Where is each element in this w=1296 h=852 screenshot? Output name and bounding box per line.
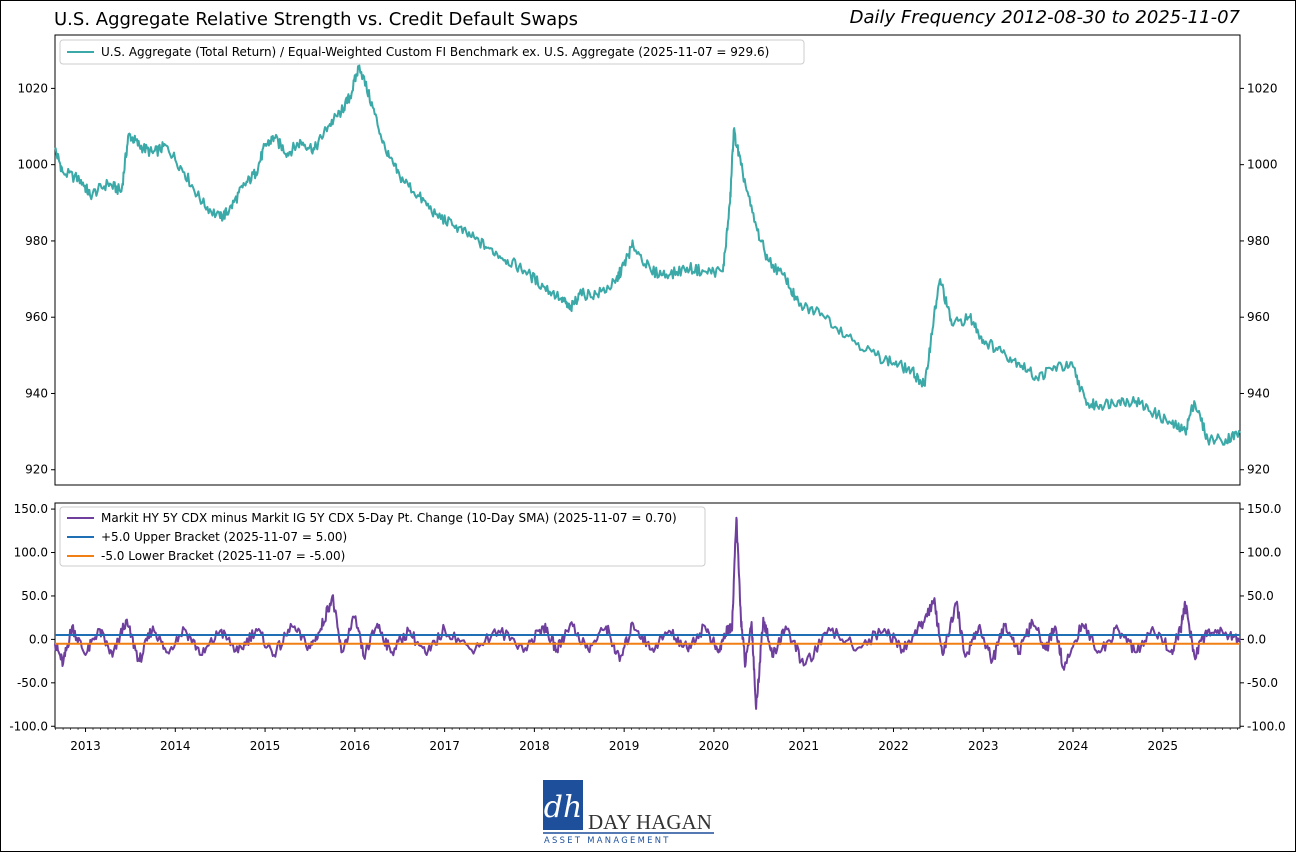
top-panel: 920 920 940 940 960 960 980 980 1000 1000 1020 1020… (17, 34, 1278, 486)
top-ytick-label-left: 1000 (17, 158, 48, 172)
xtick-label: 2022 (878, 739, 909, 753)
x-axis: 2013 2014 2015 2016 2017 2018 2019 2020 2021 2022… (55, 728, 1238, 753)
bottom-ytick-label-left: -50.0 (17, 676, 48, 690)
top-ytick-label-left: 980 (25, 234, 48, 248)
xtick-label: 2018 (519, 739, 550, 753)
top-ytick-label-right: 1000 (1247, 158, 1278, 172)
legend-label-lower: -5.0 Lower Bracket (2025-11-07 = -5.00) (101, 549, 345, 563)
bottom-ytick-label-left: 100.0 (14, 546, 48, 560)
xtick-label: 2020 (699, 739, 730, 753)
logo-tagline: ASSET MANAGEMENT (544, 835, 671, 845)
xtick-label: 2021 (788, 739, 819, 753)
top-ytick-label-right: 940 (1247, 386, 1270, 400)
bottom-legend-box (59, 506, 706, 567)
top-legend-box (59, 39, 805, 65)
legend-label-cdx: Markit HY 5Y CDX minus Markit IG 5Y CDX … (101, 511, 677, 525)
chart-date-range: Daily Frequency 2012-08-30 to 2025-11-07 (849, 7, 1240, 28)
top-ytick-label-right: 1020 (1247, 81, 1278, 95)
bottom-ytick-label-right: 0.0 (1247, 632, 1266, 646)
bottom-ytick-label-right: 100.0 (1247, 546, 1281, 560)
top-legend-label: U.S. Aggregate (Total Return) / Equal-We… (101, 45, 769, 59)
bottom-ytick-label-right: 50.0 (1247, 589, 1274, 603)
top-ytick-label-right: 920 (1247, 463, 1270, 477)
bottom-ytick-label-right: -50.0 (1247, 676, 1278, 690)
top-ytick-label-left: 920 (25, 463, 48, 477)
xtick-label: 2025 (1148, 739, 1179, 753)
xtick-label: 2023 (968, 739, 999, 753)
chart-title: U.S. Aggregate Relative Strength vs. Cre… (54, 9, 579, 30)
bottom-ytick-label-left: 0.0 (29, 632, 48, 646)
top-series-line (54, 64, 1241, 446)
logo-brand-name: DAY HAGAN (588, 810, 712, 834)
xtick-label: 2015 (250, 739, 281, 753)
top-ytick-label-left: 1020 (17, 81, 48, 95)
top-ytick-label-right: 960 (1247, 310, 1270, 324)
xtick-label: 2014 (160, 739, 191, 753)
top-ytick-label-left: 940 (25, 386, 48, 400)
day-hagan-logo: dh DAY HAGAN ASSET MANAGEMENT (542, 780, 717, 845)
bottom-ytick-label-right: -100.0 (1247, 719, 1286, 733)
xtick-label: 2016 (340, 739, 371, 753)
top-ytick-label-left: 960 (25, 310, 48, 324)
bottom-panel: -100.0 -100.0 -50.0 -50.0 0.0 0.0 50.0 50.0 100.… (9, 502, 1285, 753)
top-legend: U.S. Aggregate (Total Return) / Equal-We… (59, 39, 805, 65)
logo-mark: dh DAY HAGAN ASSET MANAGEMENT (543, 780, 714, 845)
bottom-ytick-label-left: 150.0 (14, 502, 48, 516)
legend-label-upper: +5.0 Upper Bracket (2025-11-07 = 5.00) (101, 530, 347, 544)
bottom-legend: Markit HY 5Y CDX minus Markit IG 5Y CDX … (59, 506, 706, 567)
logo-monogram: dh (544, 790, 583, 825)
logo-monogram-box (543, 780, 583, 830)
top-ytick-label-right: 980 (1247, 234, 1270, 248)
bottom-y-axis: -100.0 -100.0 -50.0 -50.0 0.0 0.0 50.0 50.0 100.… (9, 502, 1285, 733)
bottom-ytick-label-right: 150.0 (1247, 502, 1281, 516)
bottom-ytick-label-left: 50.0 (21, 589, 48, 603)
xtick-label: 2017 (429, 739, 460, 753)
bottom-ytick-label-left: -100.0 (9, 719, 48, 733)
xtick-label: 2019 (609, 739, 640, 753)
xtick-label: 2013 (70, 739, 101, 753)
xtick-label: 2024 (1058, 739, 1089, 753)
top-y-axis: 920 920 940 940 960 960 980 980 1000 1000 1020 1020 (17, 81, 1277, 476)
